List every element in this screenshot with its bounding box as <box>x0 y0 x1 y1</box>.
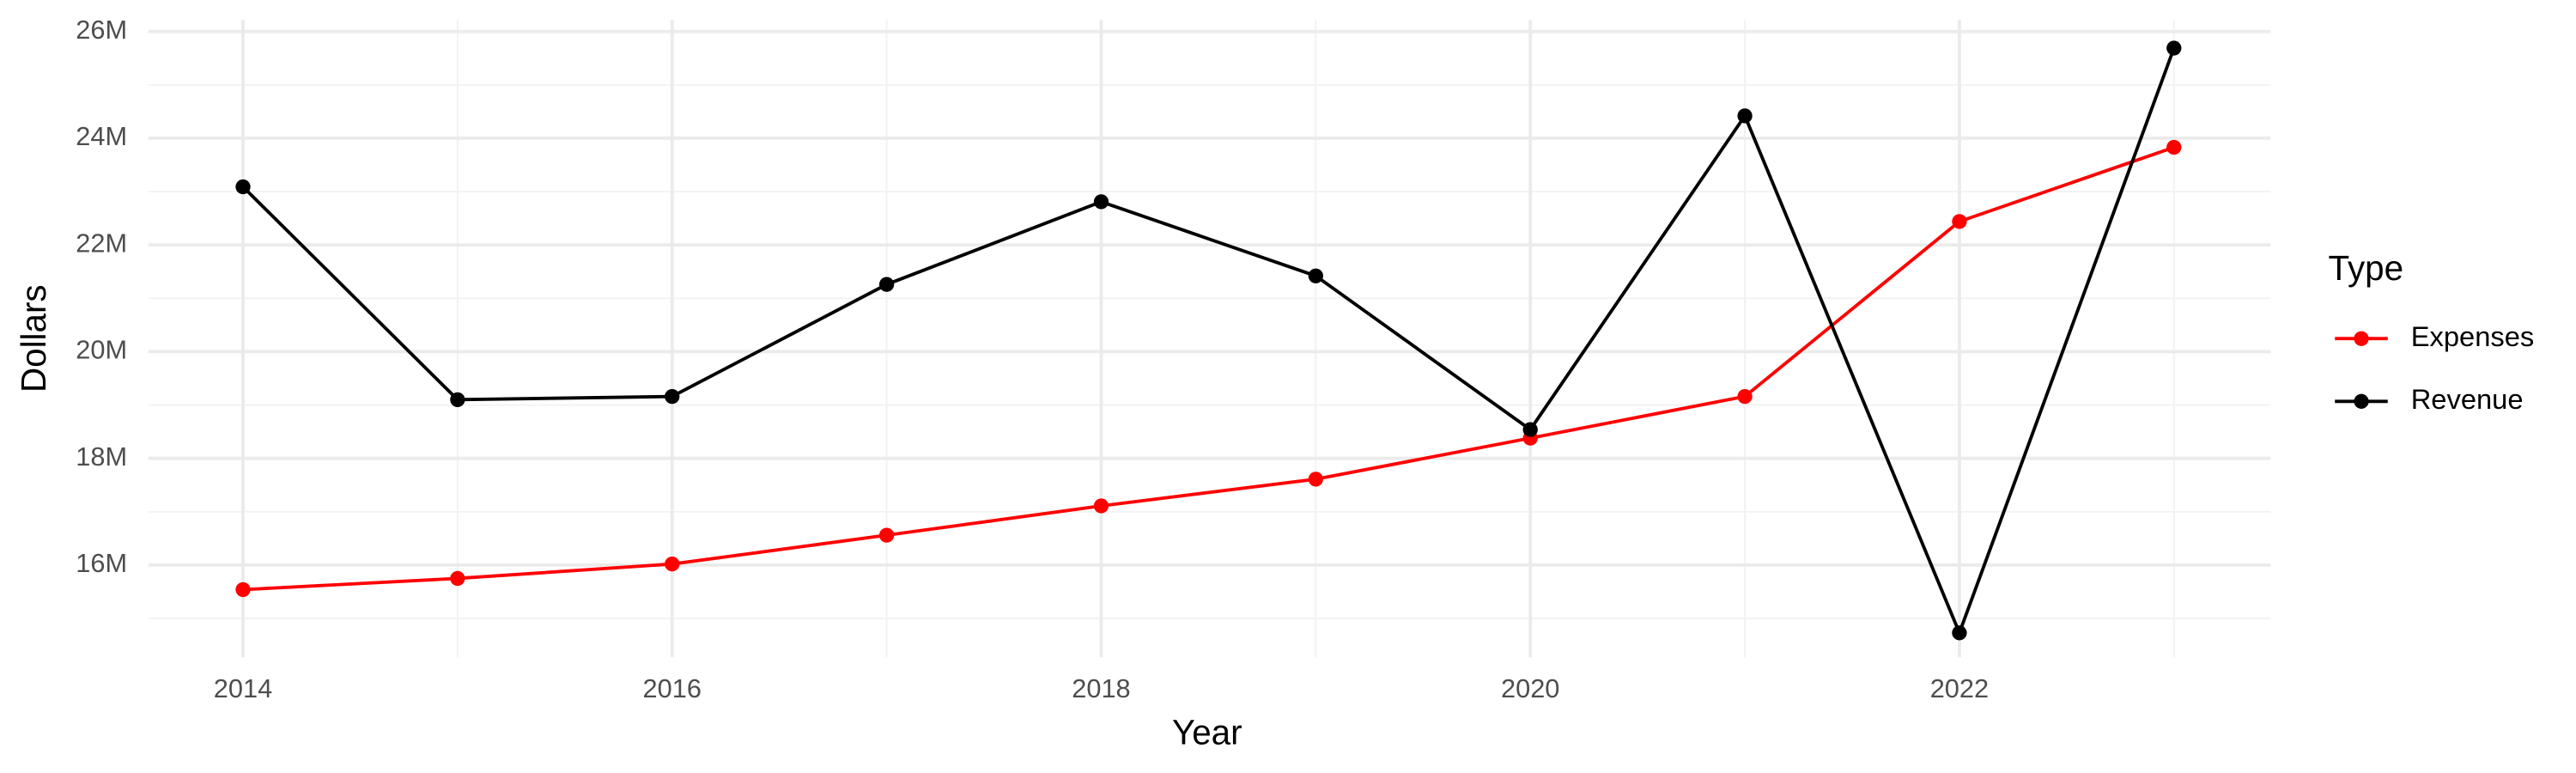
x-tick-label: 2018 <box>1072 673 1130 703</box>
x-tick-label: 2020 <box>1501 673 1559 703</box>
x-tick-label: 2022 <box>1930 673 1989 703</box>
y-tick-label: 22M <box>76 228 127 258</box>
legend-key-point <box>2354 331 2369 346</box>
series-line <box>241 47 2176 638</box>
y-tick-label: 24M <box>76 121 127 151</box>
y-tick-label: 20M <box>76 335 127 365</box>
point <box>450 392 465 408</box>
x-tick-label: 2014 <box>214 673 272 703</box>
series-line <box>242 145 2175 592</box>
point <box>878 277 895 292</box>
point <box>878 527 895 543</box>
point <box>1308 472 1323 487</box>
x-tick-label: 2016 <box>643 673 702 703</box>
point <box>1093 194 1109 210</box>
y-tick-label: 16M <box>76 548 127 578</box>
point <box>1952 214 1967 229</box>
point <box>1737 388 1753 405</box>
point <box>1952 625 1967 641</box>
y-axis-title: Dollars <box>14 284 53 393</box>
x-axis-title: Year <box>1172 712 1242 752</box>
point <box>450 570 465 587</box>
point <box>235 179 251 195</box>
legend-label: Expenses <box>2411 320 2535 352</box>
point <box>1522 422 1538 437</box>
point <box>1308 268 1323 283</box>
point <box>2166 139 2182 155</box>
point <box>665 557 680 572</box>
point <box>2166 40 2182 56</box>
legend-key-point <box>2354 393 2369 409</box>
y-tick-label: 26M <box>76 15 127 45</box>
legend-title: Type <box>2329 248 2404 288</box>
point <box>1093 498 1109 514</box>
point <box>235 581 251 598</box>
point <box>665 388 680 405</box>
point <box>1737 108 1753 124</box>
y-tick-label: 18M <box>76 441 127 472</box>
legend-label: Revenue <box>2411 383 2524 415</box>
